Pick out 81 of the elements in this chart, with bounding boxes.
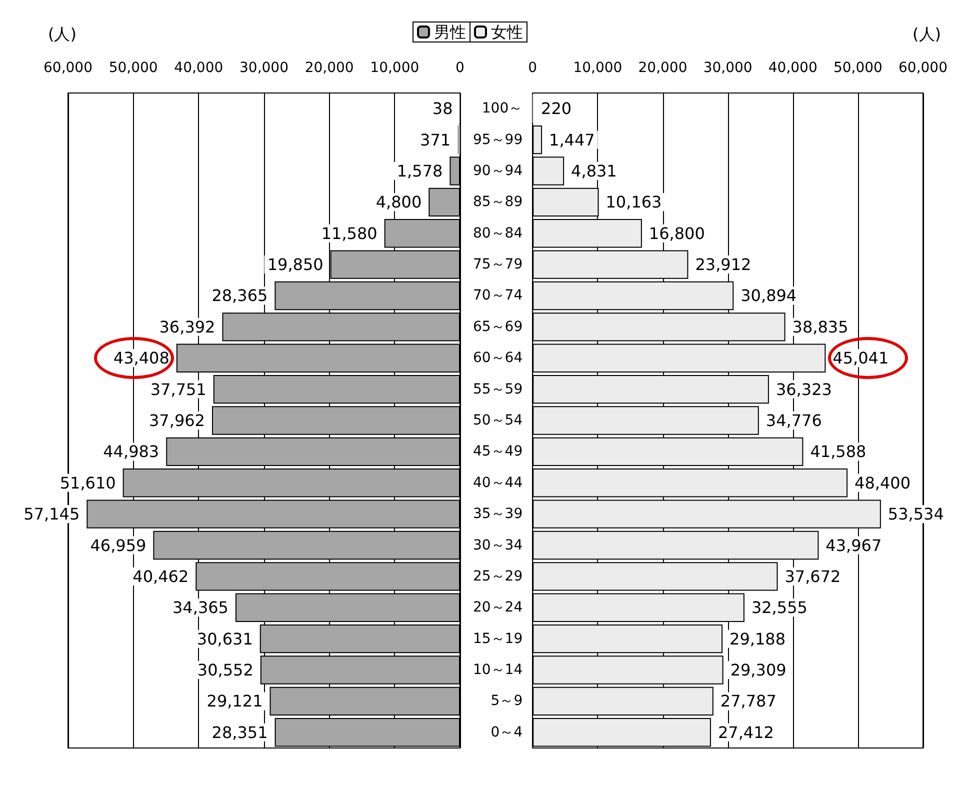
x-axis-title: (人) [912, 24, 941, 44]
data-label: 30,631 [196, 629, 253, 648]
y-tick-label: 15～19 [472, 630, 523, 647]
y-tick-label: 95～99 [472, 132, 523, 148]
data-label: 16,800 [648, 224, 705, 243]
data-label: 48,400 [854, 473, 911, 492]
data-label: 53,534 [888, 504, 944, 524]
x-tick-label: 10,000 [370, 60, 420, 76]
y-tick-label: 0～4 [490, 724, 523, 740]
y-tick-label: 50～54 [472, 412, 523, 428]
data-label: 30,894 [740, 286, 797, 306]
data-label: 29,188 [730, 629, 786, 648]
x-tick-label: 40,000 [174, 60, 224, 76]
y-tick-label: 85～89 [472, 194, 523, 210]
x-tick-label: 60,000 [44, 60, 92, 76]
data-label: 1,447 [549, 130, 595, 150]
data-label: 28,351 [212, 722, 268, 742]
data-label: 36,392 [159, 317, 216, 336]
data-label: 37,751 [150, 380, 206, 399]
data-label: 371 [420, 130, 451, 150]
data-label: 43,408 [113, 348, 170, 368]
data-label: 29,309 [730, 660, 786, 680]
y-tick-label: 25～29 [472, 568, 523, 584]
legend-label: 女性 [491, 22, 523, 42]
data-label: 38,835 [792, 317, 848, 336]
data-label: 37,962 [148, 411, 205, 430]
data-label: 51,610 [60, 473, 116, 492]
data-label: 41,588 [810, 442, 866, 462]
x-tick-label: 50,000 [833, 60, 882, 76]
y-tick-label: 60～64 [472, 350, 523, 366]
x-tick-label: 0 [456, 60, 464, 76]
y-tick-label: 55～59 [472, 381, 523, 398]
data-label: 30,552 [197, 660, 254, 680]
x-tick-label: 10,000 [573, 60, 622, 76]
x-tick-label: 40,000 [768, 60, 818, 76]
x-tick-label: 20,000 [638, 60, 688, 76]
data-label: 1,578 [396, 161, 443, 180]
y-tick-label: 45～49 [472, 444, 523, 460]
x-tick-label: 20,000 [304, 60, 354, 76]
data-label: 19,850 [267, 255, 324, 274]
x-tick-label: 0 [528, 60, 538, 76]
x-tick-label: 30,000 [240, 60, 288, 76]
data-label: 40,462 [132, 566, 189, 586]
data-label: 10,163 [606, 192, 662, 212]
data-label: 23,912 [695, 255, 752, 274]
data-label: 37,672 [784, 566, 841, 586]
y-tick-label: 30～34 [472, 537, 523, 554]
data-label: 36,323 [776, 380, 832, 399]
y-tick-label: 90～94 [472, 162, 523, 179]
y-tick-label: 100～ [482, 100, 523, 117]
data-label: 28,365 [212, 286, 268, 306]
data-label: 34,365 [172, 598, 228, 618]
data-label: 27,412 [718, 722, 774, 742]
data-label: 44,983 [103, 442, 160, 462]
y-tick-label: 5～9 [490, 693, 523, 710]
x-axis-title: (人) [48, 24, 76, 44]
data-label: 34,776 [766, 411, 822, 430]
y-tick-label: 35～39 [472, 506, 523, 522]
y-tick-label: 10～14 [472, 662, 523, 678]
data-label: 4,831 [571, 161, 617, 180]
x-tick-label: 30,000 [703, 60, 752, 76]
data-label: 29,121 [206, 692, 263, 711]
data-label: 32,555 [751, 598, 808, 618]
y-tick-label: 65～69 [472, 318, 523, 335]
x-tick-label: 50,000 [108, 60, 158, 76]
y-tick-label: 70～74 [472, 288, 523, 304]
data-label: 45,041 [832, 348, 889, 368]
data-label: 11,580 [321, 224, 378, 243]
legend-label: 男性 [434, 22, 466, 42]
data-label: 57,145 [24, 504, 80, 524]
y-tick-label: 20～24 [472, 600, 523, 616]
data-label: 4,800 [376, 192, 422, 212]
y-tick-label: 40～44 [472, 474, 523, 491]
y-tick-label: 75～79 [472, 256, 523, 273]
data-label: 27,787 [720, 692, 776, 711]
y-tick-label: 80～84 [472, 225, 523, 242]
data-label: 220 [541, 99, 572, 118]
data-label: 43,967 [826, 536, 882, 555]
data-label: 38 [432, 99, 453, 118]
x-tick-label: 60,000 [898, 60, 948, 76]
data-label: 46,959 [90, 536, 146, 555]
